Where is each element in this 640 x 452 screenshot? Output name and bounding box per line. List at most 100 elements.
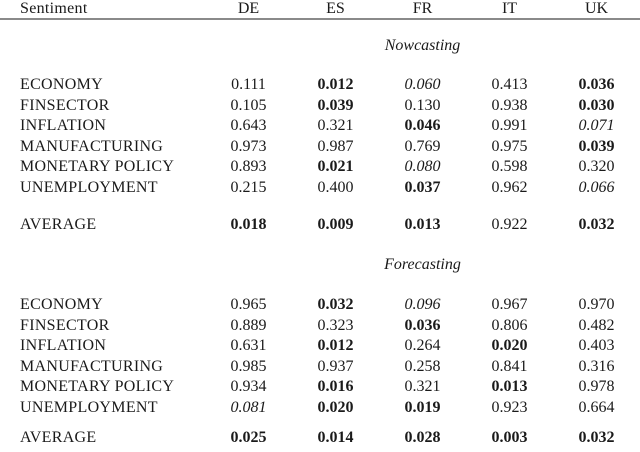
value-cell: 0.036 xyxy=(404,316,441,334)
value-cell: 0.975 xyxy=(491,137,528,155)
value-cell: 0.018 xyxy=(230,216,267,234)
value-cell: 0.080 xyxy=(404,158,441,176)
table-row: INFLATION 0.631 0.012 0.264 0.020 0.403 xyxy=(0,336,640,357)
average-row: AVERAGE 0.018 0.009 0.013 0.922 0.032 xyxy=(0,215,640,236)
value-cell: 0.965 xyxy=(230,296,267,314)
value-cell: 0.320 xyxy=(578,158,615,176)
row-label: UNEMPLOYMENT xyxy=(20,178,158,196)
value-cell: 0.664 xyxy=(578,398,615,416)
value-cell: 0.215 xyxy=(230,178,267,196)
row-label: ECONOMY xyxy=(20,296,103,314)
value-cell: 0.631 xyxy=(230,337,267,355)
spacer xyxy=(0,198,640,215)
value-cell: 0.020 xyxy=(317,398,354,416)
value-cell: 0.032 xyxy=(578,216,615,234)
value-cell: 0.991 xyxy=(491,117,528,135)
value-cell: 0.321 xyxy=(317,117,354,135)
section-forecasting-title-row: Forecasting xyxy=(0,255,640,275)
value-cell: 0.323 xyxy=(317,316,354,334)
row-label: MONETARY POLICY xyxy=(20,158,175,176)
spacer xyxy=(0,418,640,428)
value-cell: 0.258 xyxy=(404,357,441,375)
row-label: INFLATION xyxy=(20,117,107,135)
value-cell: 0.934 xyxy=(230,378,267,396)
value-cell: 0.806 xyxy=(491,316,528,334)
table-row: UNEMPLOYMENT 0.215 0.400 0.037 0.962 0.0… xyxy=(0,178,640,199)
value-cell: 0.036 xyxy=(578,76,615,94)
table-row: FINSECTOR 0.889 0.323 0.036 0.806 0.482 xyxy=(0,316,640,337)
value-cell: 0.598 xyxy=(491,158,528,176)
value-cell: 0.987 xyxy=(317,137,354,155)
value-cell: 0.967 xyxy=(491,296,528,314)
column-header-es: ES xyxy=(326,0,345,17)
value-cell: 0.400 xyxy=(317,178,354,196)
column-header-it: IT xyxy=(501,0,518,17)
row-label: MONETARY POLICY xyxy=(20,378,175,396)
row-label: FINSECTOR xyxy=(20,316,110,334)
value-cell: 0.938 xyxy=(491,96,528,114)
row-label: MANUFACTURING xyxy=(20,357,164,375)
row-label: INFLATION xyxy=(20,337,107,355)
table-row: MONETARY POLICY 0.934 0.016 0.321 0.013 … xyxy=(0,377,640,398)
table-header-row: Sentiment DE ES FR IT UK xyxy=(0,0,640,20)
value-cell: 0.937 xyxy=(317,357,354,375)
value-cell: 0.130 xyxy=(404,96,441,114)
row-label: AVERAGE xyxy=(20,216,97,234)
value-cell: 0.028 xyxy=(404,429,441,447)
value-cell: 0.264 xyxy=(404,337,441,355)
table-row: FINSECTOR 0.105 0.039 0.130 0.938 0.030 xyxy=(0,96,640,117)
table-row: INFLATION 0.643 0.321 0.046 0.991 0.071 xyxy=(0,116,640,137)
value-cell: 0.021 xyxy=(317,158,354,176)
value-cell: 0.482 xyxy=(578,316,615,334)
value-cell: 0.321 xyxy=(404,378,441,396)
value-cell: 0.032 xyxy=(317,296,354,314)
value-cell: 0.066 xyxy=(578,178,615,196)
row-label: AVERAGE xyxy=(20,429,97,447)
section-title-nowcasting: Nowcasting xyxy=(384,37,461,54)
table-row: ECONOMY 0.965 0.032 0.096 0.967 0.970 xyxy=(0,295,640,316)
value-cell: 0.025 xyxy=(230,429,267,447)
value-cell: 0.071 xyxy=(578,117,615,135)
value-cell: 0.413 xyxy=(491,76,528,94)
value-cell: 0.841 xyxy=(491,357,528,375)
row-label: FINSECTOR xyxy=(20,96,110,114)
value-cell: 0.403 xyxy=(578,337,615,355)
value-cell: 0.003 xyxy=(491,429,528,447)
value-cell: 0.012 xyxy=(317,76,354,94)
value-cell: 0.030 xyxy=(578,96,615,114)
row-label: MANUFACTURING xyxy=(20,137,164,155)
table-row: ECONOMY 0.111 0.012 0.060 0.413 0.036 xyxy=(0,75,640,96)
table-row: MONETARY POLICY 0.893 0.021 0.080 0.598 … xyxy=(0,157,640,178)
value-cell: 0.889 xyxy=(230,316,267,334)
spacer xyxy=(0,20,640,36)
value-cell: 0.105 xyxy=(230,96,267,114)
value-cell: 0.012 xyxy=(317,337,354,355)
value-cell: 0.111 xyxy=(231,76,266,94)
value-cell: 0.060 xyxy=(404,76,441,94)
value-cell: 0.970 xyxy=(578,296,615,314)
value-cell: 0.081 xyxy=(230,398,267,416)
value-cell: 0.922 xyxy=(491,216,528,234)
value-cell: 0.893 xyxy=(230,158,267,176)
table-row: MANUFACTURING 0.973 0.987 0.769 0.975 0.… xyxy=(0,137,640,158)
value-cell: 0.039 xyxy=(317,96,354,114)
value-cell: 0.046 xyxy=(404,117,441,135)
value-cell: 0.013 xyxy=(491,378,528,396)
value-cell: 0.978 xyxy=(578,378,615,396)
value-cell: 0.962 xyxy=(491,178,528,196)
value-cell: 0.032 xyxy=(578,429,615,447)
value-cell: 0.009 xyxy=(317,216,354,234)
average-row: AVERAGE 0.025 0.014 0.028 0.003 0.032 xyxy=(0,428,640,449)
value-cell: 0.923 xyxy=(491,398,528,416)
table-row: MANUFACTURING 0.985 0.937 0.258 0.841 0.… xyxy=(0,357,640,378)
value-cell: 0.985 xyxy=(230,357,267,375)
value-cell: 0.039 xyxy=(578,137,615,155)
value-cell: 0.643 xyxy=(230,117,267,135)
column-header-fr: FR xyxy=(412,0,433,17)
table-row: UNEMPLOYMENT 0.081 0.020 0.019 0.923 0.6… xyxy=(0,398,640,419)
value-cell: 0.019 xyxy=(404,398,441,416)
value-cell: 0.973 xyxy=(230,137,267,155)
value-cell: 0.769 xyxy=(404,137,441,155)
value-cell: 0.020 xyxy=(491,337,528,355)
